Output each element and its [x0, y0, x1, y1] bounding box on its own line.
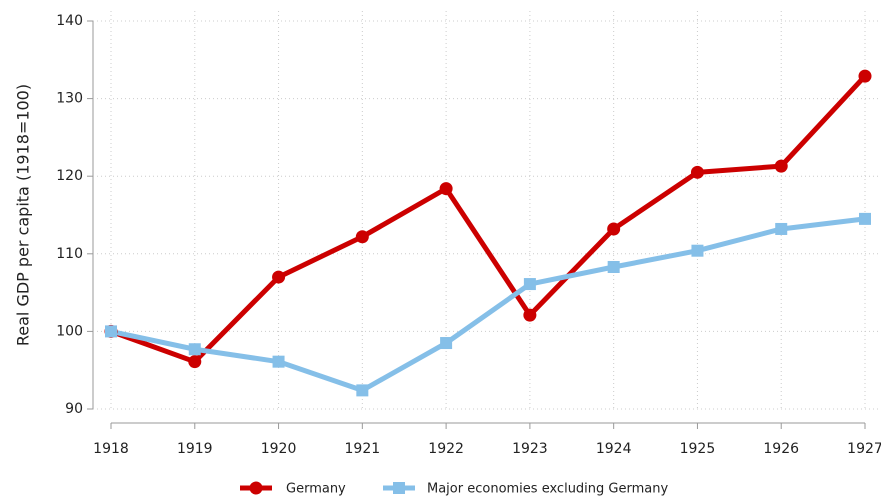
- x-tick-label: 1926: [763, 441, 799, 457]
- y-tick-label: 140: [56, 13, 83, 29]
- data-point: [607, 222, 621, 236]
- data-point: [440, 337, 453, 350]
- y-tick-label: 100: [56, 323, 83, 339]
- x-tick-label: 1923: [512, 441, 548, 457]
- data-point: [355, 230, 369, 244]
- series-line: [110, 216, 866, 393]
- x-tick-label: 1925: [680, 441, 716, 457]
- y-tick-label: 130: [56, 91, 83, 107]
- data-point: [607, 260, 620, 273]
- y-tick-label: 90: [65, 401, 83, 417]
- data-point: [858, 69, 872, 83]
- y-axis-label: Real GDP per capita (1918=100): [14, 84, 33, 346]
- data-point: [774, 159, 788, 173]
- series-line: [110, 74, 867, 365]
- data-point: [439, 182, 453, 196]
- data-point: [188, 355, 202, 369]
- data-point: [356, 384, 369, 397]
- data-point: [188, 343, 201, 356]
- x-tick-label: 1927: [847, 441, 881, 457]
- data-point: [272, 270, 286, 284]
- data-point: [272, 355, 285, 368]
- y-tick-label: 110: [56, 246, 83, 262]
- data-point: [775, 222, 788, 235]
- data-point: [859, 212, 871, 225]
- x-tick-label: 1918: [93, 441, 129, 457]
- data-point: [105, 325, 117, 338]
- data-point: [690, 165, 704, 179]
- x-tick-label: 1921: [345, 441, 381, 457]
- legend-label: Major economies excluding Germany: [427, 482, 668, 497]
- x-tick-label: 1919: [177, 441, 213, 457]
- data-point: [691, 244, 704, 257]
- y-tick-label: 120: [56, 168, 83, 184]
- data-point: [523, 308, 537, 322]
- x-tick-label: 1924: [596, 441, 632, 457]
- legend-label: Germany: [286, 482, 346, 497]
- x-tick-label: 1922: [428, 441, 464, 457]
- x-tick-label: 1920: [261, 441, 297, 457]
- legend-swatch-marker: [393, 482, 405, 494]
- legend-swatch-marker: [249, 481, 263, 495]
- data-point: [523, 278, 536, 291]
